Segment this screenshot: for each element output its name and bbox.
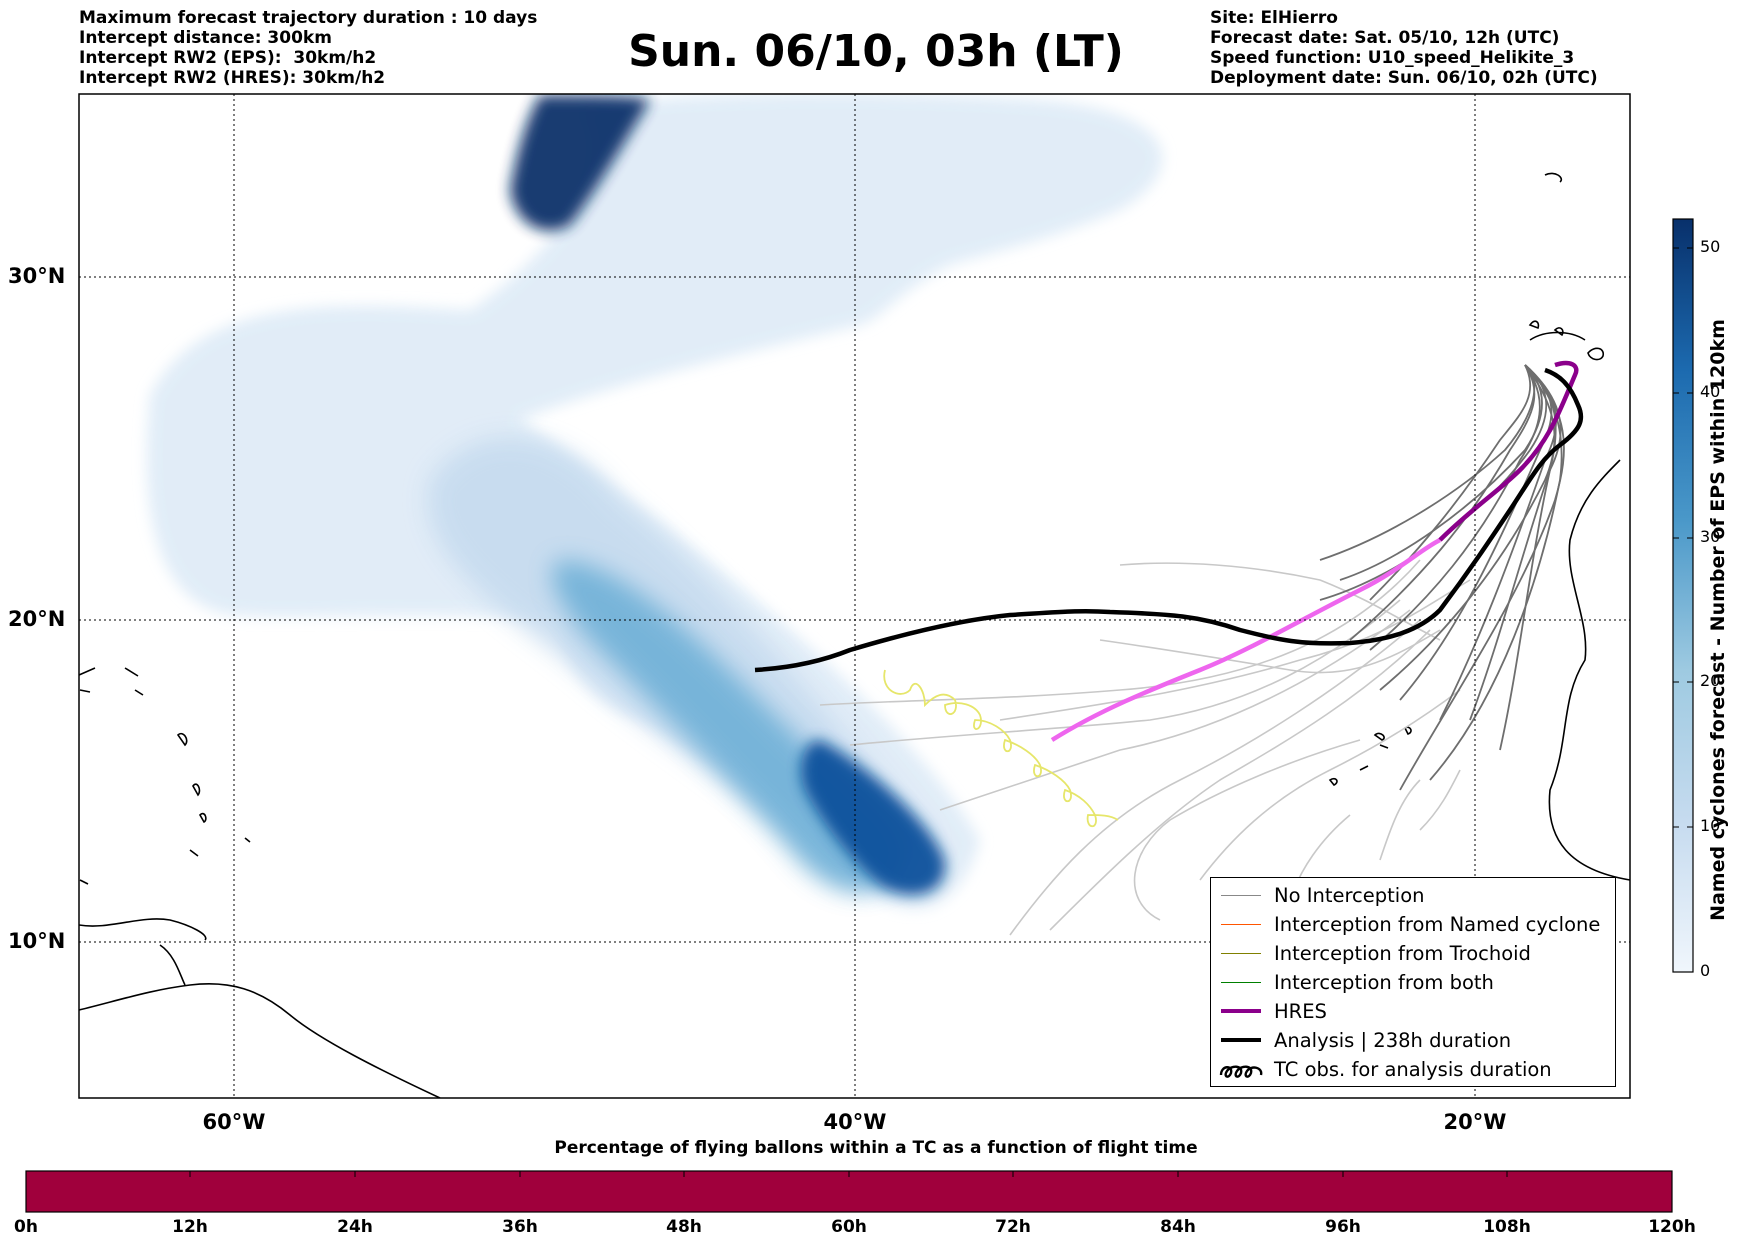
intercept-eps-text: Intercept RW2 (EPS): 30km/h2	[79, 48, 377, 68]
timebar-tick-48h: 48h	[666, 1217, 702, 1237]
timebar	[25, 1170, 1673, 1213]
legend-swatch	[1221, 1038, 1261, 1042]
trochoid-loops-icon	[1219, 1065, 1263, 1078]
colorbar-tick-0: 0	[1700, 961, 1711, 980]
lat-label-20n: 20°N	[8, 607, 66, 631]
timebar-tick-72h: 72h	[995, 1217, 1031, 1237]
map-frame	[78, 93, 1631, 1099]
colorbar-ticks	[1673, 247, 1693, 973]
intercept-hres-text: Intercept RW2 (HRES): 30km/h2	[79, 68, 386, 88]
colorbar-tick-20: 20	[1700, 671, 1721, 690]
colorbar-tick-40: 40	[1700, 382, 1721, 401]
lon-label-20w: 20°W	[1443, 1110, 1507, 1134]
forecast-date-text: Forecast date: Sat. 05/10, 12h (UTC)	[1210, 28, 1560, 48]
timebar-title: Percentage of flying ballons within a TC…	[554, 1138, 1198, 1158]
lon-label-60w: 60°W	[202, 1110, 266, 1134]
analysis-trajectory	[754, 367, 1584, 673]
colorbar-tick-10: 10	[1700, 816, 1721, 835]
site-info: Site: ElHierro Forecast date: Sat. 05/10…	[1210, 8, 1598, 88]
coastlines	[79, 172, 1630, 1098]
site-text: Site: ElHierro	[1210, 8, 1338, 28]
tc-observation-track	[883, 669, 1119, 828]
timebar-tick-84h: 84h	[1160, 1217, 1196, 1237]
timebar-tick-108h: 108h	[1483, 1217, 1531, 1237]
legend-swatch	[1221, 1009, 1261, 1013]
legend-swatch	[1221, 953, 1261, 954]
colorbar-tick-50: 50	[1700, 237, 1721, 256]
lat-label-10n: 10°N	[8, 929, 66, 953]
timebar-tick-12h: 12h	[172, 1217, 208, 1237]
legend-swatch	[1221, 982, 1261, 983]
intercept-distance-text: Intercept distance: 300km	[79, 28, 332, 48]
hres-trajectory-light	[1050, 537, 1442, 742]
legend-label: No Interception	[1274, 884, 1425, 907]
lon-label-40w: 40°W	[823, 1110, 887, 1134]
ensemble-trajectories-dark	[1319, 364, 1565, 791]
hres-trajectory	[1438, 360, 1579, 542]
timebar-tick-0h: 0h	[14, 1217, 38, 1237]
colorbar-title: Named cyclones forecast - Number of EPS …	[1707, 319, 1729, 921]
legend-label: Analysis | 238h duration	[1274, 1029, 1512, 1052]
cyclone-density-field	[146, 94, 1163, 910]
legend-label: Interception from Trochoid	[1274, 942, 1531, 965]
colorbar-tick-30: 30	[1700, 527, 1721, 546]
legend-label: TC obs. for analysis duration	[1274, 1058, 1552, 1081]
timebar-tick-24h: 24h	[337, 1217, 373, 1237]
timebar-ticks	[25, 1171, 1673, 1177]
page-title: Sun. 06/10, 03h (LT)	[628, 26, 1124, 77]
legend-label: Interception from Named cyclone	[1274, 913, 1601, 936]
legend: No Interception Interception from Named …	[1210, 877, 1616, 1087]
legend-label: HRES	[1274, 1000, 1327, 1023]
lat-label-30n: 30°N	[8, 264, 66, 288]
forecast-parameters: Maximum forecast trajectory duration : 1…	[79, 8, 537, 88]
timebar-tick-120h: 120h	[1648, 1217, 1696, 1237]
legend-label: Interception from both	[1274, 971, 1494, 994]
timebar-tick-96h: 96h	[1325, 1217, 1361, 1237]
legend-swatch	[1221, 924, 1261, 925]
legend-swatch	[1221, 895, 1261, 896]
speed-function-text: Speed function: U10_speed_Helikite_3	[1210, 48, 1575, 68]
max-duration-text: Maximum forecast trajectory duration : 1…	[79, 8, 538, 28]
timebar-tick-60h: 60h	[831, 1217, 867, 1237]
deployment-date-text: Deployment date: Sun. 06/10, 02h (UTC)	[1210, 68, 1598, 88]
colorbar	[1672, 218, 1694, 973]
timebar-tick-36h: 36h	[502, 1217, 538, 1237]
